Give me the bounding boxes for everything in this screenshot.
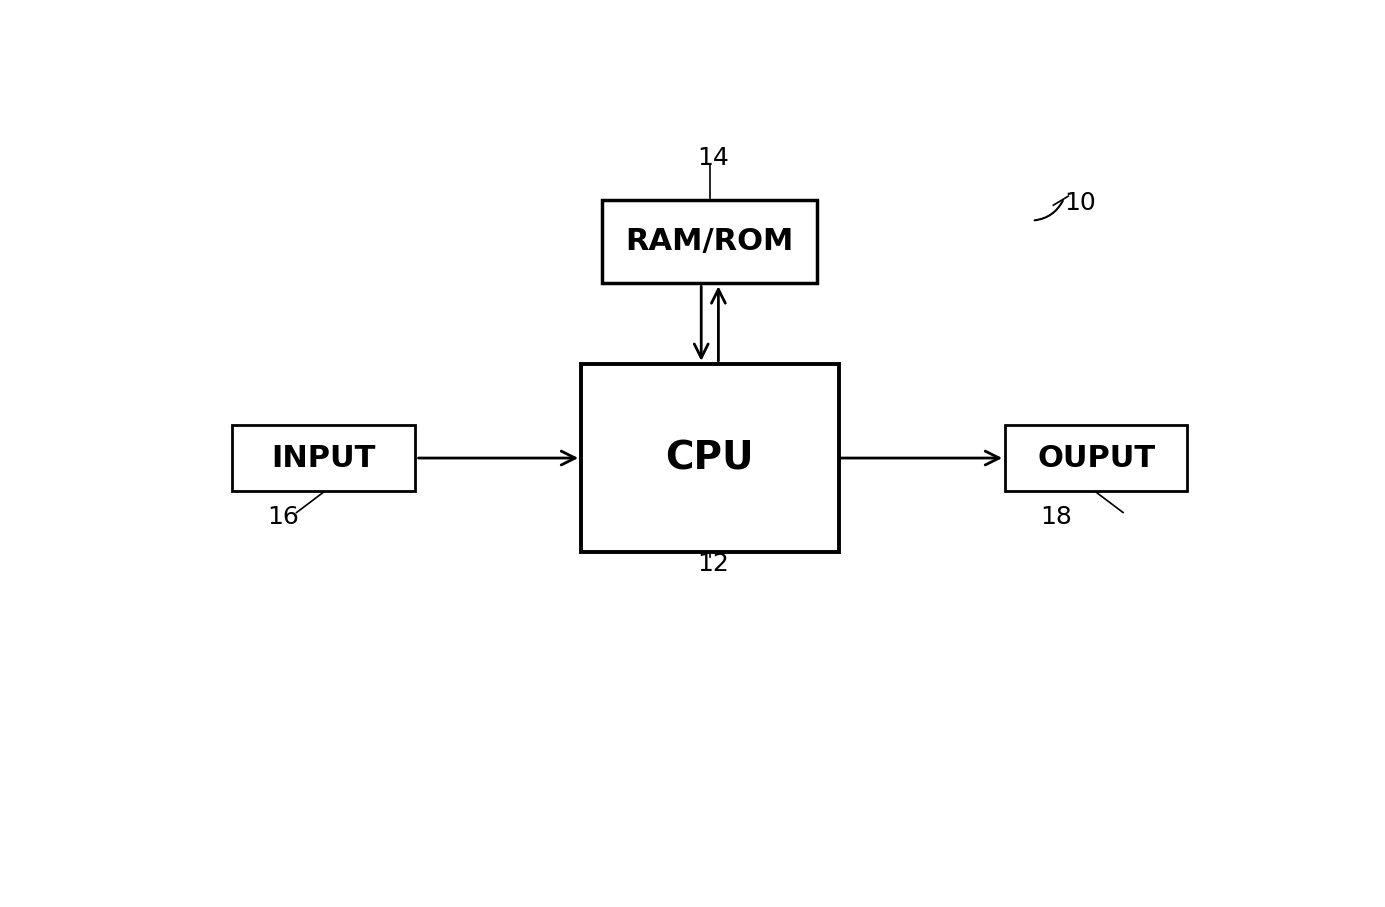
Text: 18: 18 [1040, 505, 1072, 530]
Text: RAM/ROM: RAM/ROM [626, 227, 794, 256]
Bar [1006, 424, 1187, 492]
Text: CPU: CPU [666, 439, 753, 477]
Text: 10: 10 [1064, 191, 1096, 215]
Text: OUPUT: OUPUT [1037, 444, 1155, 473]
Bar [233, 424, 414, 492]
Text: 12: 12 [697, 552, 729, 576]
Text: 16: 16 [267, 505, 299, 530]
Text: 14: 14 [697, 146, 729, 170]
Text: INPUT: INPUT [271, 444, 375, 473]
Bar [580, 364, 838, 552]
Bar [602, 200, 817, 283]
